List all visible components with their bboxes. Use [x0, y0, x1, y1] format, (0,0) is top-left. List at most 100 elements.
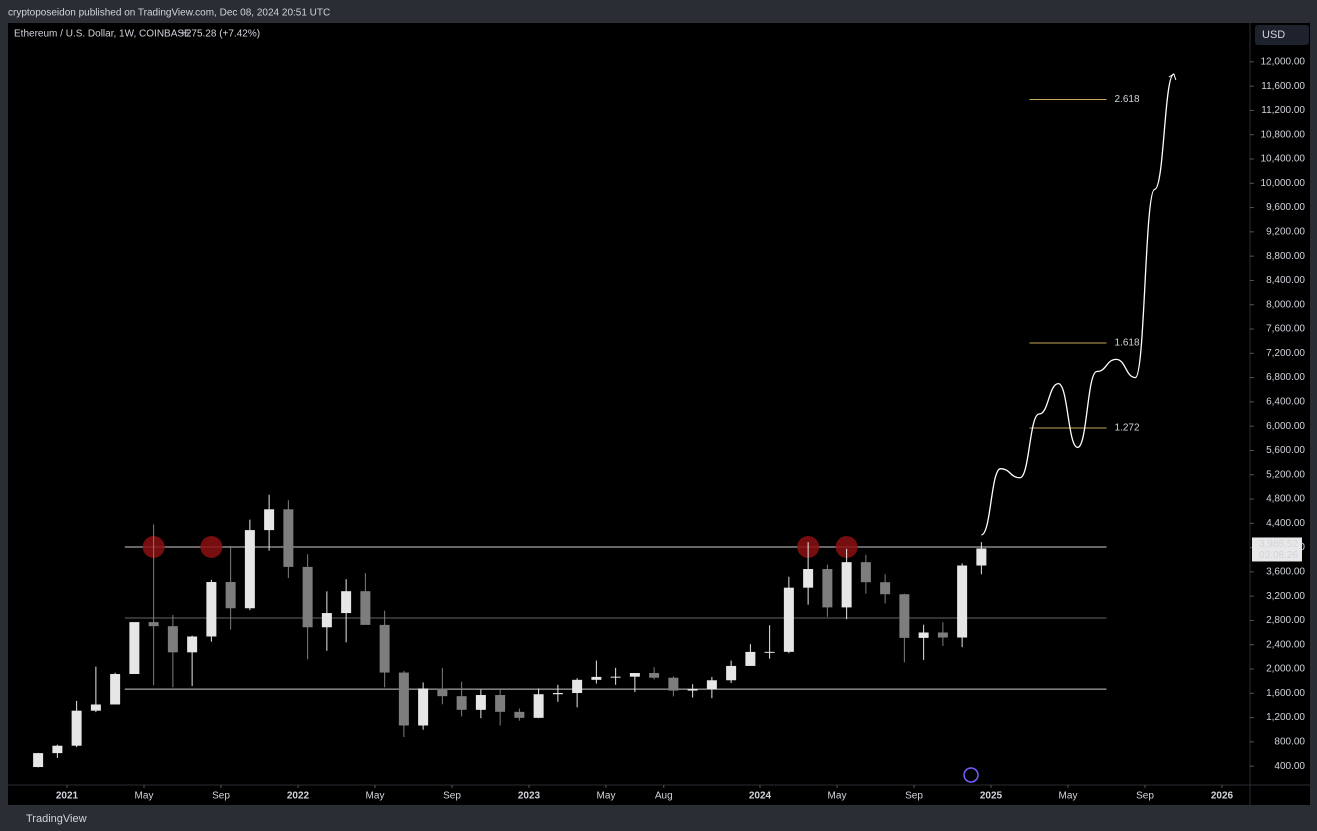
candle-body	[244, 530, 255, 609]
candle-body	[591, 676, 602, 680]
candle-body	[976, 548, 987, 566]
price-tag	[1252, 537, 1302, 562]
change: +275.28 (+7.42%)	[180, 29, 260, 40]
x-tick-label: May	[1059, 791, 1078, 802]
candle-body	[187, 636, 198, 653]
y-tick-label: 8,800.00	[1266, 251, 1305, 262]
x-tick-label: 2022	[287, 791, 310, 802]
chart-title: Ethereum / U.S. Dollar, 1W, COINBASE	[14, 29, 191, 40]
countdown: 03:08:26	[1259, 550, 1298, 561]
y-tick-label: 11,600.00	[1261, 81, 1305, 92]
candle-body	[668, 677, 679, 691]
y-tick-label: 6,800.00	[1266, 372, 1305, 383]
y-tick-label: 10,800.00	[1261, 129, 1306, 140]
candle-body	[706, 680, 717, 690]
x-tick-label: May	[828, 791, 847, 802]
y-tick-label: 800.00	[1274, 737, 1305, 748]
candle-body	[148, 622, 159, 627]
candle-body	[937, 632, 948, 638]
y-tick-label: 3,200.00	[1266, 591, 1305, 602]
x-tick-label: 2023	[518, 791, 541, 802]
y-tick-label: 6,400.00	[1266, 397, 1305, 408]
candle-body	[33, 753, 44, 768]
y-tick-label: 4,400.00	[1266, 518, 1305, 529]
x-tick-label: 2024	[749, 791, 772, 802]
arrow-head	[1168, 73, 1177, 81]
y-tick-label: 11,200.00	[1261, 105, 1305, 116]
x-tick-label: Aug	[655, 791, 673, 802]
candle-body	[610, 676, 621, 678]
candle-body	[225, 582, 236, 609]
candle-body	[822, 569, 833, 608]
candle-body	[437, 688, 448, 697]
footer: TradingView	[26, 813, 87, 825]
fib-label: 1.272	[1115, 423, 1140, 434]
x-tick-label: Sep	[1136, 791, 1154, 802]
y-tick-label: 8,000.00	[1266, 299, 1305, 310]
candle-body	[552, 693, 563, 695]
x-tick-label: Sep	[905, 791, 923, 802]
candle-body	[475, 695, 486, 710]
y-tick-label: 1,200.00	[1266, 712, 1305, 723]
y-tick-label: 1,600.00	[1266, 688, 1305, 699]
candle-body	[302, 566, 313, 628]
y-tick-label: 3,600.00	[1266, 567, 1305, 578]
candle-body	[918, 632, 929, 638]
candle-body	[495, 695, 506, 712]
candle-body	[899, 594, 910, 638]
y-tick-label: 6,000.00	[1266, 421, 1305, 432]
publisher: cryptoposeidon published on TradingView.…	[8, 8, 330, 19]
x-tick-label: 2025	[980, 791, 1003, 802]
candle-body	[649, 673, 660, 678]
candle-body	[687, 689, 698, 691]
x-tick-label: 2026	[1211, 791, 1234, 802]
candle-body	[264, 509, 275, 531]
candle-body	[52, 745, 63, 754]
highlight	[835, 535, 858, 558]
candle-body	[418, 688, 429, 726]
y-tick-label: 400.00	[1274, 761, 1305, 772]
projection	[981, 73, 1175, 536]
x-tick-label: May	[135, 791, 154, 802]
candle-body	[167, 626, 178, 653]
candle-body	[957, 565, 968, 638]
price-label: 3,985.52	[1259, 539, 1298, 550]
y-tick-label: 2,800.00	[1266, 615, 1305, 626]
x-tick-label: Sep	[443, 791, 461, 802]
y-tick-label: 8,400.00	[1266, 275, 1305, 286]
y-tick-label: 12,000.00	[1261, 56, 1306, 67]
candle-body	[398, 672, 409, 726]
candle-body	[379, 624, 390, 673]
candle-body	[514, 711, 525, 718]
icon[interactable]	[963, 767, 979, 783]
candle-body	[745, 651, 756, 666]
currency[interactable]: USD	[1262, 29, 1285, 41]
plot-bg	[8, 23, 1310, 805]
x-tick-label: May	[597, 791, 616, 802]
candle-body	[880, 582, 891, 595]
y-tick-label: 10,000.00	[1261, 178, 1306, 189]
candle-body	[456, 696, 467, 710]
y-tick-label: 9,600.00	[1266, 202, 1305, 213]
candle-body	[283, 509, 294, 567]
candle-body	[572, 679, 583, 694]
candle-body	[206, 582, 217, 637]
x-tick-label: 2021	[56, 791, 79, 802]
candle-body	[841, 562, 852, 608]
x-tick-label: Sep	[212, 791, 230, 802]
candle-body	[110, 674, 121, 705]
y-tick-label: 4,800.00	[1266, 494, 1305, 505]
candle-body	[360, 591, 371, 625]
y-tick-label: 7,200.00	[1266, 348, 1305, 359]
y-tick-label: 2,000.00	[1266, 664, 1305, 675]
candle-body	[129, 622, 140, 675]
currency-box[interactable]	[1255, 25, 1309, 45]
x-tick-label: May	[366, 791, 385, 802]
highlight	[200, 535, 223, 558]
candle-body	[860, 562, 871, 583]
candle-body	[629, 673, 640, 677]
candle-body	[341, 591, 352, 614]
candle-body	[726, 665, 737, 681]
